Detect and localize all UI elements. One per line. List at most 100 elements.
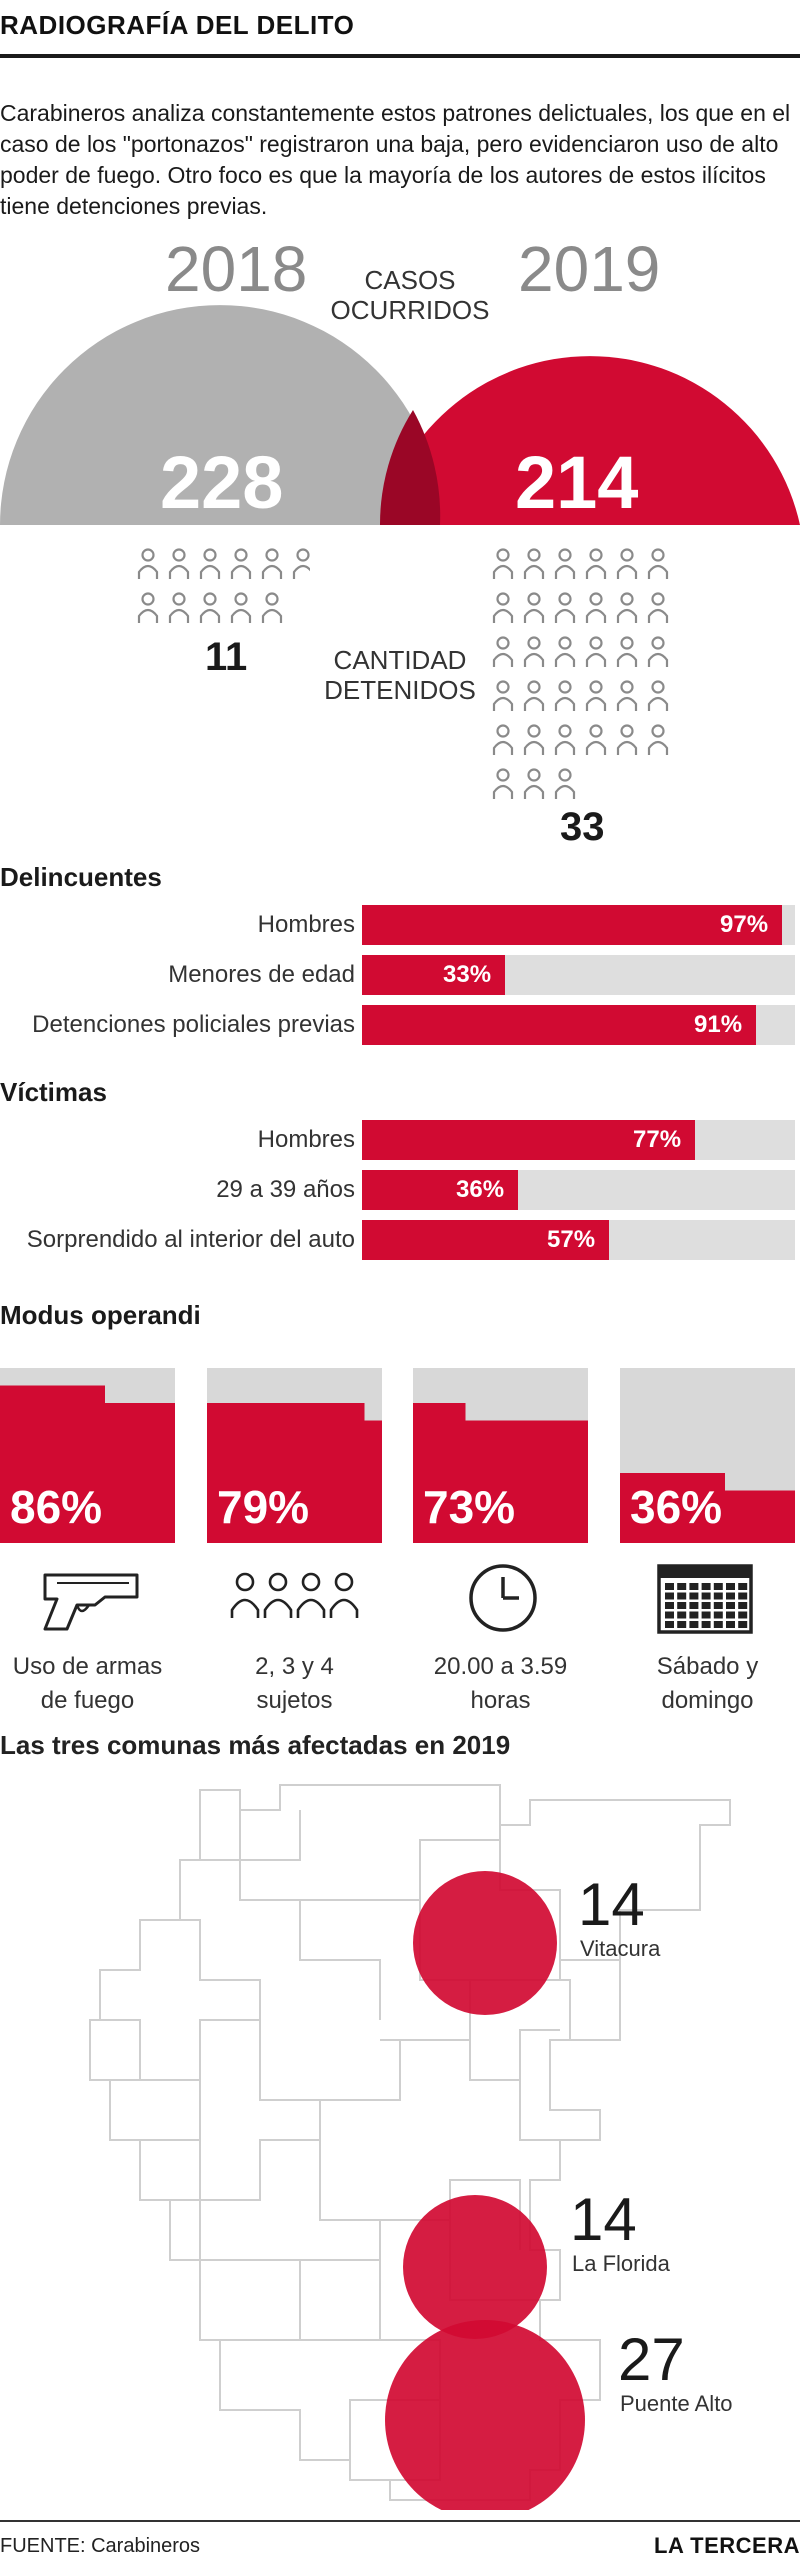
modus-fill xyxy=(0,1385,175,1543)
detained-person xyxy=(523,548,545,579)
detained-person xyxy=(261,548,283,579)
calendar-cell xyxy=(677,1583,687,1590)
bar-value-label: 33% xyxy=(443,961,492,988)
detained-person xyxy=(585,724,607,755)
bar xyxy=(362,905,782,945)
detained-person xyxy=(616,724,638,755)
detained-person xyxy=(230,548,252,579)
detained-person xyxy=(585,548,607,579)
detained-label-line1: CANTIDAD xyxy=(333,645,467,675)
detained-person xyxy=(585,680,607,711)
bar-track: 91% xyxy=(362,1005,795,1045)
bar xyxy=(362,955,505,995)
calendar-cell xyxy=(713,1611,723,1619)
modus-caption: 20.00 a 3.59 horas xyxy=(403,1650,598,1718)
modus-value-label: 79% xyxy=(217,1481,310,1533)
commune-count: 14 xyxy=(570,2186,637,2253)
modus-fill-partial xyxy=(413,1403,466,1421)
gun-icon xyxy=(43,1573,139,1631)
person-glyph xyxy=(230,1572,260,1618)
people-group-2019 xyxy=(492,548,669,799)
people-group-2018 xyxy=(137,548,310,623)
modus-fill-full xyxy=(413,1420,588,1543)
clock-icon xyxy=(469,1564,537,1632)
semicircle-2018 xyxy=(0,305,440,525)
map-title: Las tres comunas más afectadas en 2019 xyxy=(0,1730,511,1760)
bar-value-label: 57% xyxy=(547,1226,596,1253)
modus-value-label: 86% xyxy=(10,1481,103,1533)
calendar-cell xyxy=(677,1602,687,1609)
source-note: FUENTE: Carabineros xyxy=(0,2535,201,2557)
bar-track: 77% xyxy=(362,1120,795,1160)
detained-person xyxy=(585,592,607,623)
detained-person xyxy=(647,548,669,579)
modus-fill xyxy=(207,1403,382,1543)
calendar-cell xyxy=(738,1611,748,1619)
calendar-cell xyxy=(701,1602,711,1609)
calendar-cell xyxy=(677,1611,687,1619)
year-2019: 2019 xyxy=(518,233,661,305)
calendar-cell xyxy=(726,1592,735,1600)
detained-person xyxy=(616,592,638,623)
detained-person xyxy=(647,592,669,623)
calendar-cell xyxy=(677,1621,687,1628)
modus-caption: Uso de armas de fuego xyxy=(0,1650,185,1718)
bar xyxy=(362,1220,609,1260)
calendar-cell xyxy=(665,1592,674,1600)
modus-caption-line2: de fuego xyxy=(40,1687,135,1714)
detained-person xyxy=(199,592,221,623)
bar-track: 57% xyxy=(362,1220,795,1260)
calendar-cell xyxy=(738,1602,748,1609)
semicircle-overlap xyxy=(379,410,441,525)
modus-tile: 73% xyxy=(413,1368,588,1543)
footer-divider xyxy=(0,2520,800,2522)
section-offenders-title: Delincuentes xyxy=(0,862,162,892)
detained-person xyxy=(616,636,638,667)
commune-name: Puente Alto xyxy=(620,2391,733,2416)
calendar-cell xyxy=(701,1611,711,1619)
bar-value-label: 97% xyxy=(720,911,769,938)
detained-person xyxy=(492,636,514,667)
detained-person xyxy=(230,592,252,623)
detained-2018-value: 11 xyxy=(205,635,248,679)
detained-person xyxy=(616,548,638,579)
detained-person xyxy=(523,636,545,667)
bar-category-label: Hombres xyxy=(257,1126,355,1153)
detained-label: CANTIDAD DETENIDOS xyxy=(300,645,500,705)
detained-person xyxy=(523,768,545,799)
modus-fill-partial xyxy=(207,1403,365,1421)
detained-person xyxy=(554,768,576,799)
modus-caption-line2: sujetos xyxy=(256,1687,333,1714)
detained-person xyxy=(616,680,638,711)
calendar-cell xyxy=(738,1583,748,1590)
person-glyph xyxy=(329,1572,359,1618)
person-glyph xyxy=(263,1572,293,1618)
detained-person xyxy=(137,592,159,623)
cases-label: CASOS OCURRIDOS xyxy=(310,265,510,325)
bar-value-label: 77% xyxy=(633,1126,682,1153)
calendar-cell xyxy=(726,1583,735,1590)
commune-circle xyxy=(403,2195,547,2339)
cases-label-line1: CASOS xyxy=(364,265,456,295)
commune-name: La Florida xyxy=(572,2251,670,2276)
detained-person xyxy=(199,548,221,579)
detained-person xyxy=(554,680,576,711)
commune-circle xyxy=(385,2320,585,2510)
modus-caption-line1: 2, 3 y 4 xyxy=(255,1653,334,1680)
calendar-cell xyxy=(713,1583,723,1590)
calendar-cell xyxy=(701,1621,711,1628)
detained-person xyxy=(492,680,514,711)
bar-category-label: Sorprendido al interior del auto xyxy=(26,1226,355,1253)
commune-count: 27 xyxy=(618,2326,685,2393)
detained-person xyxy=(523,592,545,623)
detained-person xyxy=(554,548,576,579)
detained-person xyxy=(168,548,190,579)
cases-2019-value: 214 xyxy=(515,441,639,524)
bar-track: 97% xyxy=(362,905,795,945)
bar-value-label: 36% xyxy=(456,1176,505,1203)
modus-fill-full xyxy=(620,1490,795,1543)
calendar-cell xyxy=(665,1611,674,1619)
commune-name: Vitacura xyxy=(580,1936,661,1961)
calendar-cell xyxy=(701,1592,711,1600)
detained-person xyxy=(647,636,669,667)
